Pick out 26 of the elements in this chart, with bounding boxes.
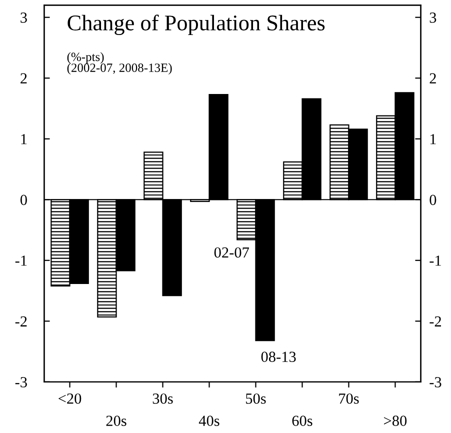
y-tick-label: 1 (21, 134, 27, 144)
y2-tick-label: 2 (430, 73, 436, 84)
y-tick-label: 2 (20, 73, 27, 84)
text: (%-pts) (2002-07, 2008-13E) (67, 52, 172, 75)
y-tick-label: -2 (15, 316, 27, 326)
y2-tick-label: -3 (430, 377, 442, 388)
y2-tick-label: 1 (430, 134, 436, 144)
y-tick-label: 0 (20, 194, 27, 206)
x-tick-label: 60s (292, 416, 312, 426)
annotation: 02-07 (214, 247, 249, 258)
y-tick-label: -1 (15, 256, 27, 266)
chart-title: Change of Population Shares (68, 14, 325, 36)
x-tick-label: 70s (339, 393, 359, 404)
x-tick-label: 20s (106, 416, 126, 426)
x-tick-label: 50s (246, 393, 266, 404)
y2-tick-label: 0 (430, 194, 436, 206)
x-tick-label: 30s (152, 393, 173, 404)
y-tick-label: 3 (20, 12, 27, 23)
y2-tick-label: 3 (430, 12, 436, 23)
y2-tick-label: -1 (430, 256, 441, 266)
y-tick-label: -3 (15, 377, 27, 388)
x-tick-label: >80 (384, 416, 407, 426)
x-tick-label: <20 (58, 393, 82, 404)
annotation: 08-13 (261, 352, 296, 362)
y2-tick-label: -2 (430, 316, 441, 326)
x-tick-label: 40s (198, 416, 220, 426)
